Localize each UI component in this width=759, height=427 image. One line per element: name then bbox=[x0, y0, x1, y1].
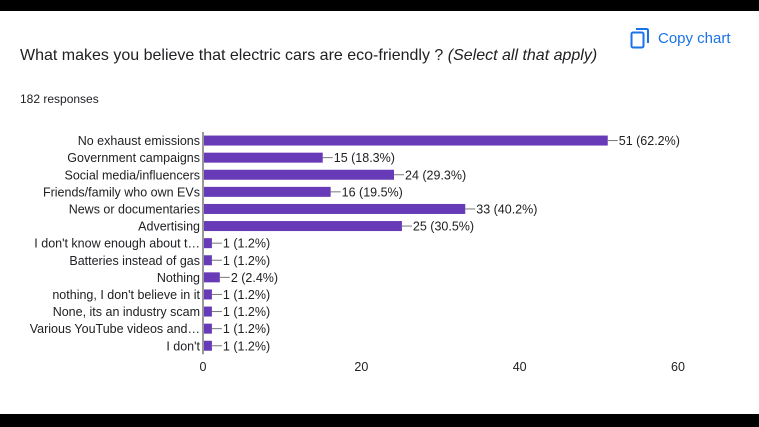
category-label: Nothing bbox=[157, 271, 200, 285]
response-count: 182 responses bbox=[20, 92, 99, 106]
bar bbox=[204, 289, 212, 300]
bar bbox=[204, 203, 466, 214]
x-tick-label: 0 bbox=[200, 360, 207, 374]
bar bbox=[204, 152, 323, 163]
copy-chart-button[interactable]: Copy chart bbox=[630, 26, 731, 50]
copy-icon bbox=[630, 27, 650, 49]
bar bbox=[204, 272, 220, 283]
category-label: News or documentaries bbox=[69, 202, 200, 216]
bar bbox=[204, 186, 331, 197]
value-label: 16 (19.5%) bbox=[342, 185, 403, 199]
x-tick-label: 40 bbox=[513, 360, 527, 374]
question-note: (Select all that apply) bbox=[447, 47, 598, 64]
category-label: I don't bbox=[166, 339, 200, 353]
x-tick-label: 60 bbox=[671, 360, 685, 374]
value-label: 1 (1.2%) bbox=[223, 254, 270, 268]
value-label: 1 (1.2%) bbox=[223, 339, 270, 353]
bar bbox=[204, 135, 608, 146]
question-title: What makes you believe that electric car… bbox=[20, 47, 630, 65]
category-label: Batteries instead of gas bbox=[69, 254, 200, 268]
category-label: None, its an industry scam bbox=[53, 305, 200, 319]
category-label: Friends/family who own EVs bbox=[43, 185, 200, 199]
bar bbox=[204, 169, 394, 180]
category-label: nothing, I don't believe in it bbox=[52, 288, 200, 302]
copy-chart-label: Copy chart bbox=[658, 29, 731, 47]
x-tick-label: 20 bbox=[354, 360, 368, 374]
bar bbox=[204, 323, 212, 334]
category-label: No exhaust emissions bbox=[78, 134, 200, 148]
value-label: 24 (29.3%) bbox=[405, 168, 466, 182]
category-label: I don't know enough about t… bbox=[34, 237, 200, 251]
value-label: 2 (2.4%) bbox=[231, 271, 278, 285]
value-label: 33 (40.2%) bbox=[476, 202, 537, 216]
question-text: What makes you believe that electric car… bbox=[20, 47, 448, 64]
value-label: 25 (30.5%) bbox=[413, 220, 474, 234]
value-label: 1 (1.2%) bbox=[223, 322, 270, 336]
value-label: 1 (1.2%) bbox=[223, 237, 270, 251]
value-label: 1 (1.2%) bbox=[223, 305, 270, 319]
category-label: Social media/influencers bbox=[65, 168, 201, 182]
top-black-band bbox=[0, 0, 759, 11]
bar bbox=[204, 306, 212, 317]
bar bbox=[204, 238, 212, 249]
bar bbox=[204, 255, 212, 266]
bar bbox=[204, 221, 402, 232]
value-label: 51 (62.2%) bbox=[619, 134, 680, 148]
bottom-black-band bbox=[0, 414, 759, 427]
value-label: 1 (1.2%) bbox=[223, 288, 270, 302]
value-label: 15 (18.3%) bbox=[334, 151, 395, 165]
bar bbox=[204, 340, 212, 351]
category-label: Government campaigns bbox=[67, 151, 200, 165]
category-label: Various YouTube videos and… bbox=[30, 322, 200, 336]
category-label: Advertising bbox=[138, 220, 200, 234]
